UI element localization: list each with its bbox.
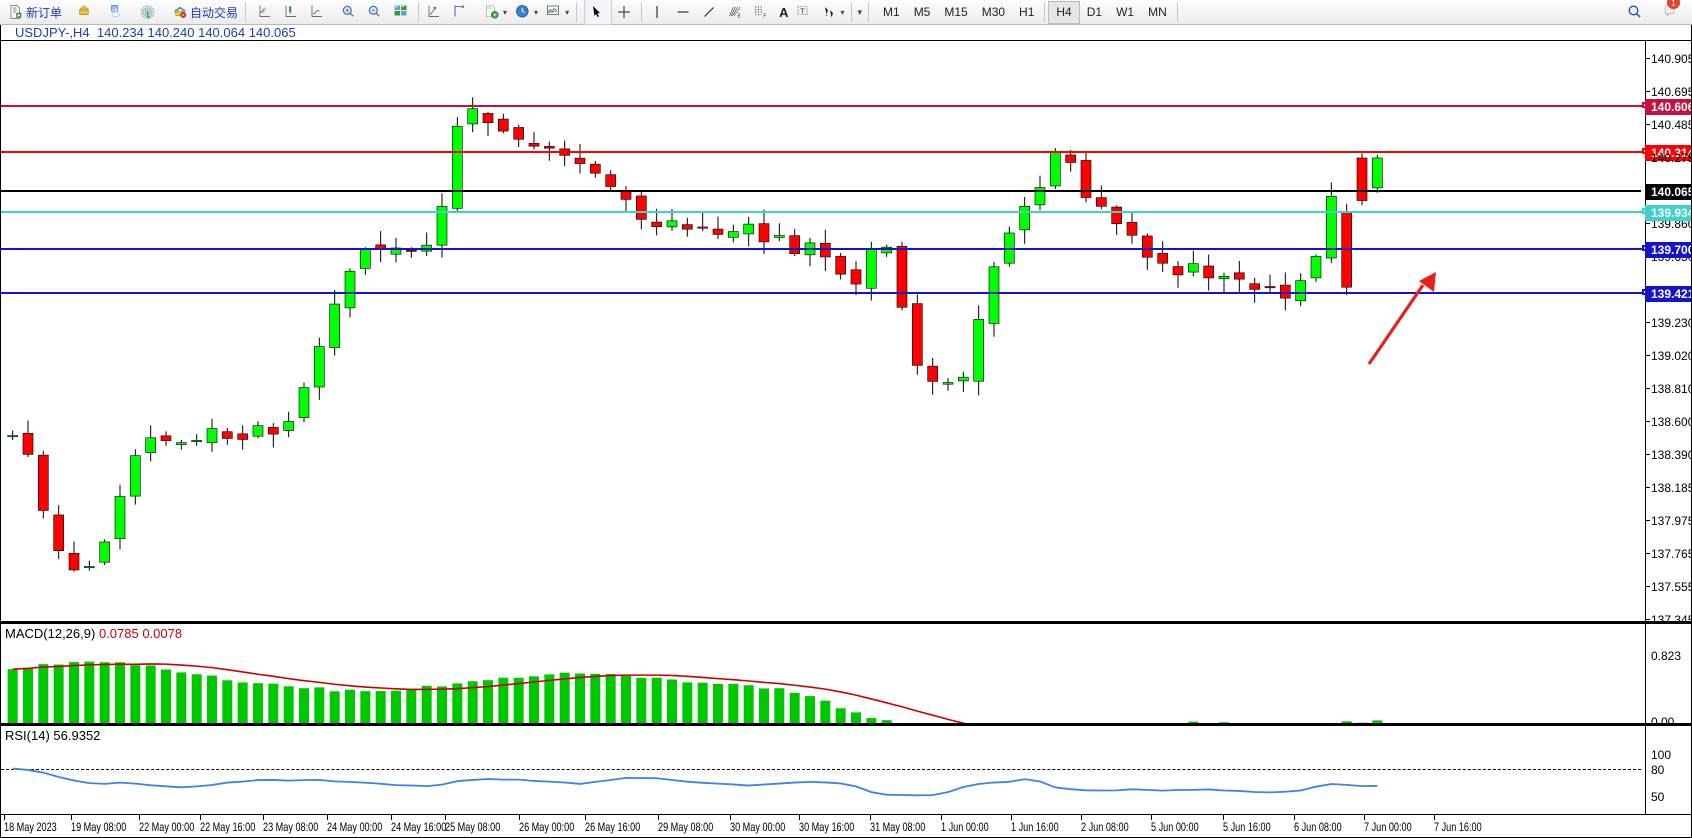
- svg-text:1: 1: [1671, 0, 1676, 8]
- svg-text:T: T: [801, 6, 806, 15]
- svg-text:E: E: [738, 14, 742, 20]
- svg-text:F: F: [763, 14, 766, 20]
